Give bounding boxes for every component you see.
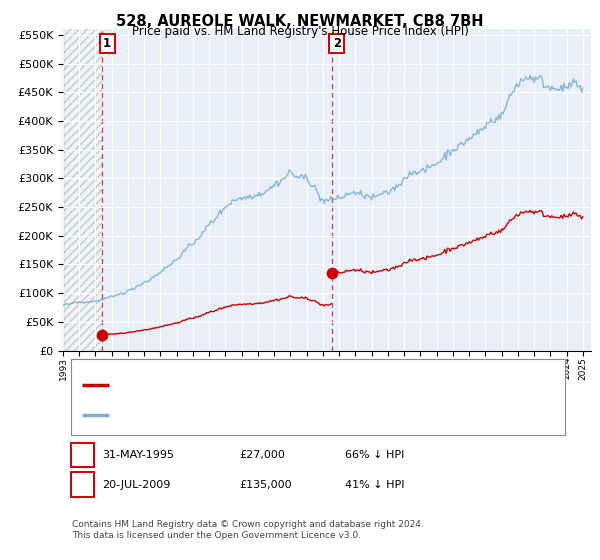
FancyBboxPatch shape — [71, 443, 94, 468]
Text: 528, AUREOLE WALK, NEWMARKET, CB8 7BH (detached house): 528, AUREOLE WALK, NEWMARKET, CB8 7BH (d… — [114, 380, 460, 390]
FancyBboxPatch shape — [71, 472, 94, 497]
Text: £27,000: £27,000 — [239, 450, 285, 460]
Text: £135,000: £135,000 — [239, 479, 292, 489]
Point — [327, 269, 337, 278]
FancyBboxPatch shape — [71, 359, 565, 436]
Text: 31-MAY-1995: 31-MAY-1995 — [102, 450, 174, 460]
Text: 2: 2 — [332, 37, 341, 50]
Text: 1: 1 — [103, 37, 111, 50]
Point — [98, 330, 107, 339]
Text: 2: 2 — [78, 478, 86, 491]
Text: 528, AUREOLE WALK, NEWMARKET, CB8 7BH: 528, AUREOLE WALK, NEWMARKET, CB8 7BH — [116, 14, 484, 29]
Text: 66% ↓ HPI: 66% ↓ HPI — [344, 450, 404, 460]
Text: 41% ↓ HPI: 41% ↓ HPI — [344, 479, 404, 489]
Text: 1: 1 — [78, 449, 86, 461]
Text: 20-JUL-2009: 20-JUL-2009 — [102, 479, 170, 489]
Text: HPI: Average price, detached house, West Suffolk: HPI: Average price, detached house, West… — [114, 409, 385, 419]
Text: Price paid vs. HM Land Registry's House Price Index (HPI): Price paid vs. HM Land Registry's House … — [131, 25, 469, 38]
Text: Contains HM Land Registry data © Crown copyright and database right 2024.
This d: Contains HM Land Registry data © Crown c… — [72, 520, 424, 540]
